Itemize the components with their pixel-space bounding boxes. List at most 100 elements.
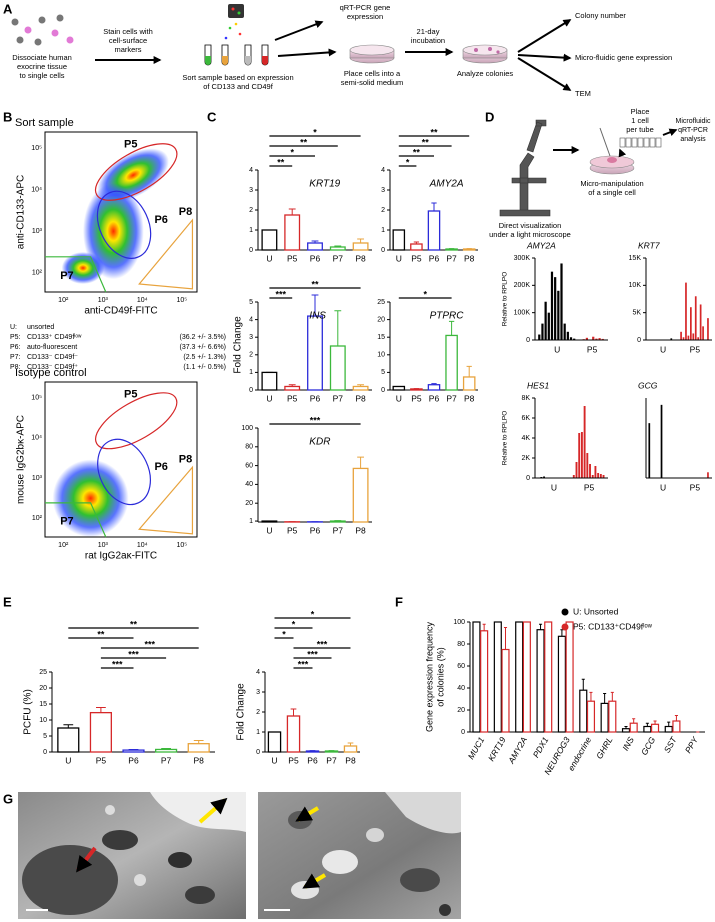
y-axis-label: Gene expression frequency [424, 621, 434, 732]
significance-label: * [282, 629, 286, 639]
gate [45, 256, 107, 293]
bar [480, 630, 489, 733]
bar [560, 263, 563, 340]
x-tick-label: P7 [333, 393, 344, 403]
x-tick-label: P6 [429, 253, 440, 263]
step-text: Sort sample based on expression [182, 73, 293, 82]
y-tick-label: 10⁴ [31, 186, 42, 193]
y-tick-label: 60 [245, 462, 253, 469]
error-bar [357, 384, 365, 387]
y-tick-label: 5 [381, 369, 385, 376]
gate [95, 392, 178, 450]
bar [591, 475, 594, 478]
x-tick-label: 10⁵ [176, 542, 187, 549]
bar [547, 312, 550, 340]
y-tick-label: 2 [249, 207, 253, 214]
bar [578, 433, 581, 478]
bar [329, 345, 346, 391]
error-bar [334, 310, 342, 346]
y-tick-label: 6K [521, 415, 530, 422]
significance-label: *** [112, 659, 123, 669]
x-tick-label: SST [662, 734, 679, 754]
step-text: qRT-PCR [678, 127, 708, 134]
group-label: U [660, 482, 666, 492]
y-tick-label: 100 [453, 619, 465, 626]
bar [472, 621, 481, 733]
significance-label: *** [317, 639, 328, 649]
x-tick-label: P8 [355, 525, 366, 535]
y-tick-label: 10K [629, 282, 642, 289]
x-tick-label: 10⁴ [137, 297, 148, 304]
output-text: Colony number [575, 11, 626, 20]
error-bar [431, 202, 437, 211]
significance-label: * [406, 157, 410, 167]
bar [410, 243, 423, 251]
step-text: qRT-PCR gene [340, 3, 391, 12]
bar [515, 621, 524, 733]
bar [572, 475, 575, 478]
significance-label: ** [300, 137, 308, 147]
y-tick-label: 3 [249, 187, 253, 194]
x-tick-label: U [266, 525, 272, 535]
y-tick-label: 100K [514, 310, 531, 317]
step-text: exocrine tissue [17, 62, 67, 71]
error-bar [357, 456, 365, 469]
y-tick-label: 1 [381, 227, 385, 234]
legend-text: CD133⁺ CD49fˡᵒʷ [27, 334, 82, 341]
bar [343, 745, 358, 753]
y-tick-label: 2 [256, 709, 260, 716]
significance-label: * [311, 609, 315, 619]
bar [329, 246, 346, 251]
bar [664, 725, 673, 733]
y-tick-label: 60 [457, 663, 465, 670]
x-tick-label: P6 [310, 253, 321, 263]
schematic-d [499, 119, 678, 217]
bar [541, 323, 544, 340]
bar [598, 338, 601, 340]
y-tick-label: 1 [249, 369, 253, 376]
bar [57, 727, 80, 753]
bar [569, 337, 573, 340]
panel-label: F [395, 594, 403, 609]
significance-label: *** [276, 289, 287, 299]
x-tick-label: P5 [411, 393, 422, 403]
bar [445, 248, 458, 251]
bar [690, 307, 692, 340]
x-tick-label: P8 [345, 755, 356, 765]
x-tick-label: P8 [193, 755, 204, 765]
x-tick-label: INS [620, 735, 636, 753]
significance-label: *** [128, 649, 139, 659]
legend-key: U: [10, 324, 17, 331]
bar [307, 242, 323, 251]
y-axis-label: Relative to RPLPO [502, 411, 509, 466]
y-tick-label: 100 [241, 425, 253, 432]
error-bar [539, 623, 543, 630]
y-tick-label: 3 [381, 187, 385, 194]
group-label: P5 [690, 344, 701, 354]
error-bar [128, 748, 139, 751]
bar [410, 388, 423, 391]
error-bar [334, 245, 342, 247]
gate-label: P5 [124, 388, 137, 400]
y-tick-label: 4 [249, 167, 253, 174]
x-tick-label: GHRL [594, 735, 615, 761]
y-tick-label: 0 [43, 749, 47, 756]
step-text: Direct visualization [499, 221, 562, 230]
plot-title: Isotype control [15, 367, 87, 379]
error-bar [288, 208, 296, 215]
y-tick-label: 8K [521, 395, 530, 402]
x-tick-label: PPY [683, 734, 701, 755]
chart-title: PTPRC [430, 311, 465, 322]
bar [267, 731, 282, 753]
y-tick-label: 4 [256, 669, 260, 676]
y-tick-label: 10⁴ [31, 435, 42, 442]
x-tick-label: P5 [411, 253, 422, 263]
error-bar [581, 678, 585, 691]
y-tick-label: 40 [457, 685, 465, 692]
x-tick-label: P5 [287, 525, 298, 535]
x-tick-label: P6 [307, 755, 318, 765]
bar [589, 464, 591, 478]
x-tick-label: P5 [288, 755, 299, 765]
x-tick-label: P8 [355, 393, 366, 403]
y-tick-label: 15K [629, 255, 642, 262]
